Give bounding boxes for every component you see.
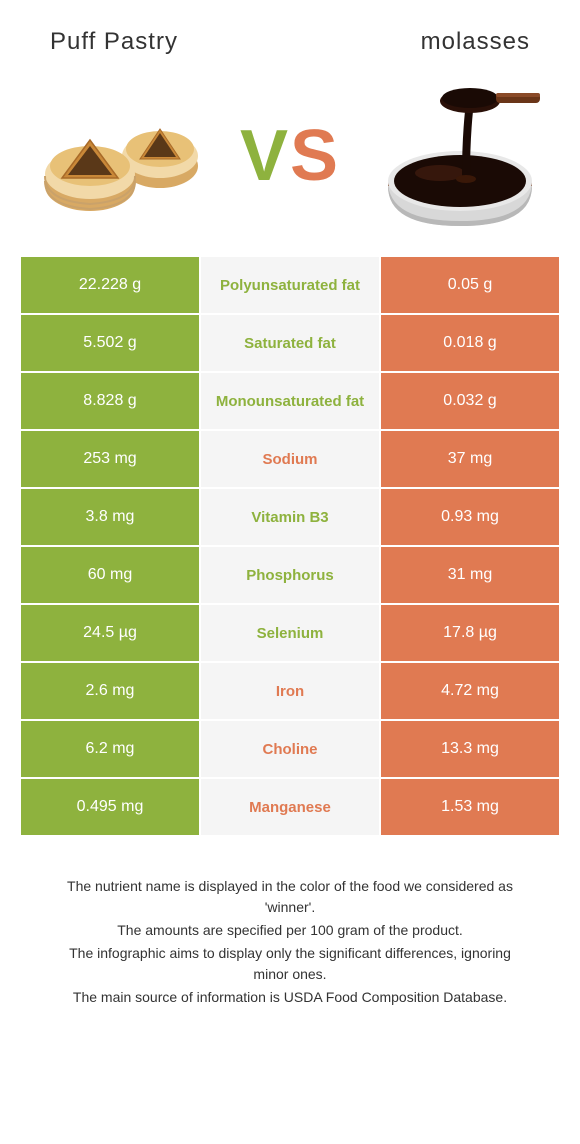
right-value-cell: 37 mg [380,430,560,488]
table-row: 6.2 mgCholine13.3 mg [20,720,560,778]
nutrient-label-cell: Vitamin B3 [200,488,380,546]
left-food-title: Puff Pastry [50,28,178,56]
footnote-line: The amounts are specified per 100 gram o… [50,920,530,941]
left-value-cell: 8.828 g [20,372,200,430]
right-value-cell: 0.032 g [380,372,560,430]
left-value-cell: 253 mg [20,430,200,488]
right-value-cell: 4.72 mg [380,662,560,720]
nutrient-label-cell: Saturated fat [200,314,380,372]
right-value-cell: 17.8 µg [380,604,560,662]
right-food-title: molasses [421,28,530,56]
footnote-line: The infographic aims to display only the… [50,943,530,985]
table-row: 8.828 gMonounsaturated fat0.032 g [20,372,560,430]
left-value-cell: 22.228 g [20,256,200,314]
molasses-image [370,86,540,226]
left-value-cell: 3.8 mg [20,488,200,546]
nutrient-label-cell: Iron [200,662,380,720]
nutrient-label-cell: Phosphorus [200,546,380,604]
nutrient-label-cell: Choline [200,720,380,778]
left-value-cell: 24.5 µg [20,604,200,662]
right-value-cell: 0.05 g [380,256,560,314]
table-row: 24.5 µgSelenium17.8 µg [20,604,560,662]
nutrient-table: 22.228 gPolyunsaturated fat0.05 g5.502 g… [20,256,560,836]
images-row: VS [0,66,580,256]
table-row: 5.502 gSaturated fat0.018 g [20,314,560,372]
table-row: 60 mgPhosphorus31 mg [20,546,560,604]
header: Puff Pastry molasses [0,0,580,66]
vs-label: VS [240,115,340,197]
footnote-line: The main source of information is USDA F… [50,987,530,1008]
left-value-cell: 0.495 mg [20,778,200,836]
nutrient-label-cell: Selenium [200,604,380,662]
footnote-line: The nutrient name is displayed in the co… [50,876,530,918]
nutrient-label-cell: Manganese [200,778,380,836]
vs-v-letter: V [240,116,290,196]
nutrient-label-cell: Polyunsaturated fat [200,256,380,314]
left-value-cell: 6.2 mg [20,720,200,778]
left-value-cell: 2.6 mg [20,662,200,720]
right-value-cell: 31 mg [380,546,560,604]
left-value-cell: 5.502 g [20,314,200,372]
table-row: 253 mgSodium37 mg [20,430,560,488]
footnotes: The nutrient name is displayed in the co… [50,876,530,1008]
right-value-cell: 0.93 mg [380,488,560,546]
right-value-cell: 1.53 mg [380,778,560,836]
table-row: 3.8 mgVitamin B30.93 mg [20,488,560,546]
left-value-cell: 60 mg [20,546,200,604]
puff-pastry-image [40,86,210,226]
right-value-cell: 0.018 g [380,314,560,372]
vs-s-letter: S [290,116,340,196]
table-row: 2.6 mgIron4.72 mg [20,662,560,720]
table-row: 0.495 mgManganese1.53 mg [20,778,560,836]
nutrient-label-cell: Sodium [200,430,380,488]
right-value-cell: 13.3 mg [380,720,560,778]
table-row: 22.228 gPolyunsaturated fat0.05 g [20,256,560,314]
nutrient-label-cell: Monounsaturated fat [200,372,380,430]
